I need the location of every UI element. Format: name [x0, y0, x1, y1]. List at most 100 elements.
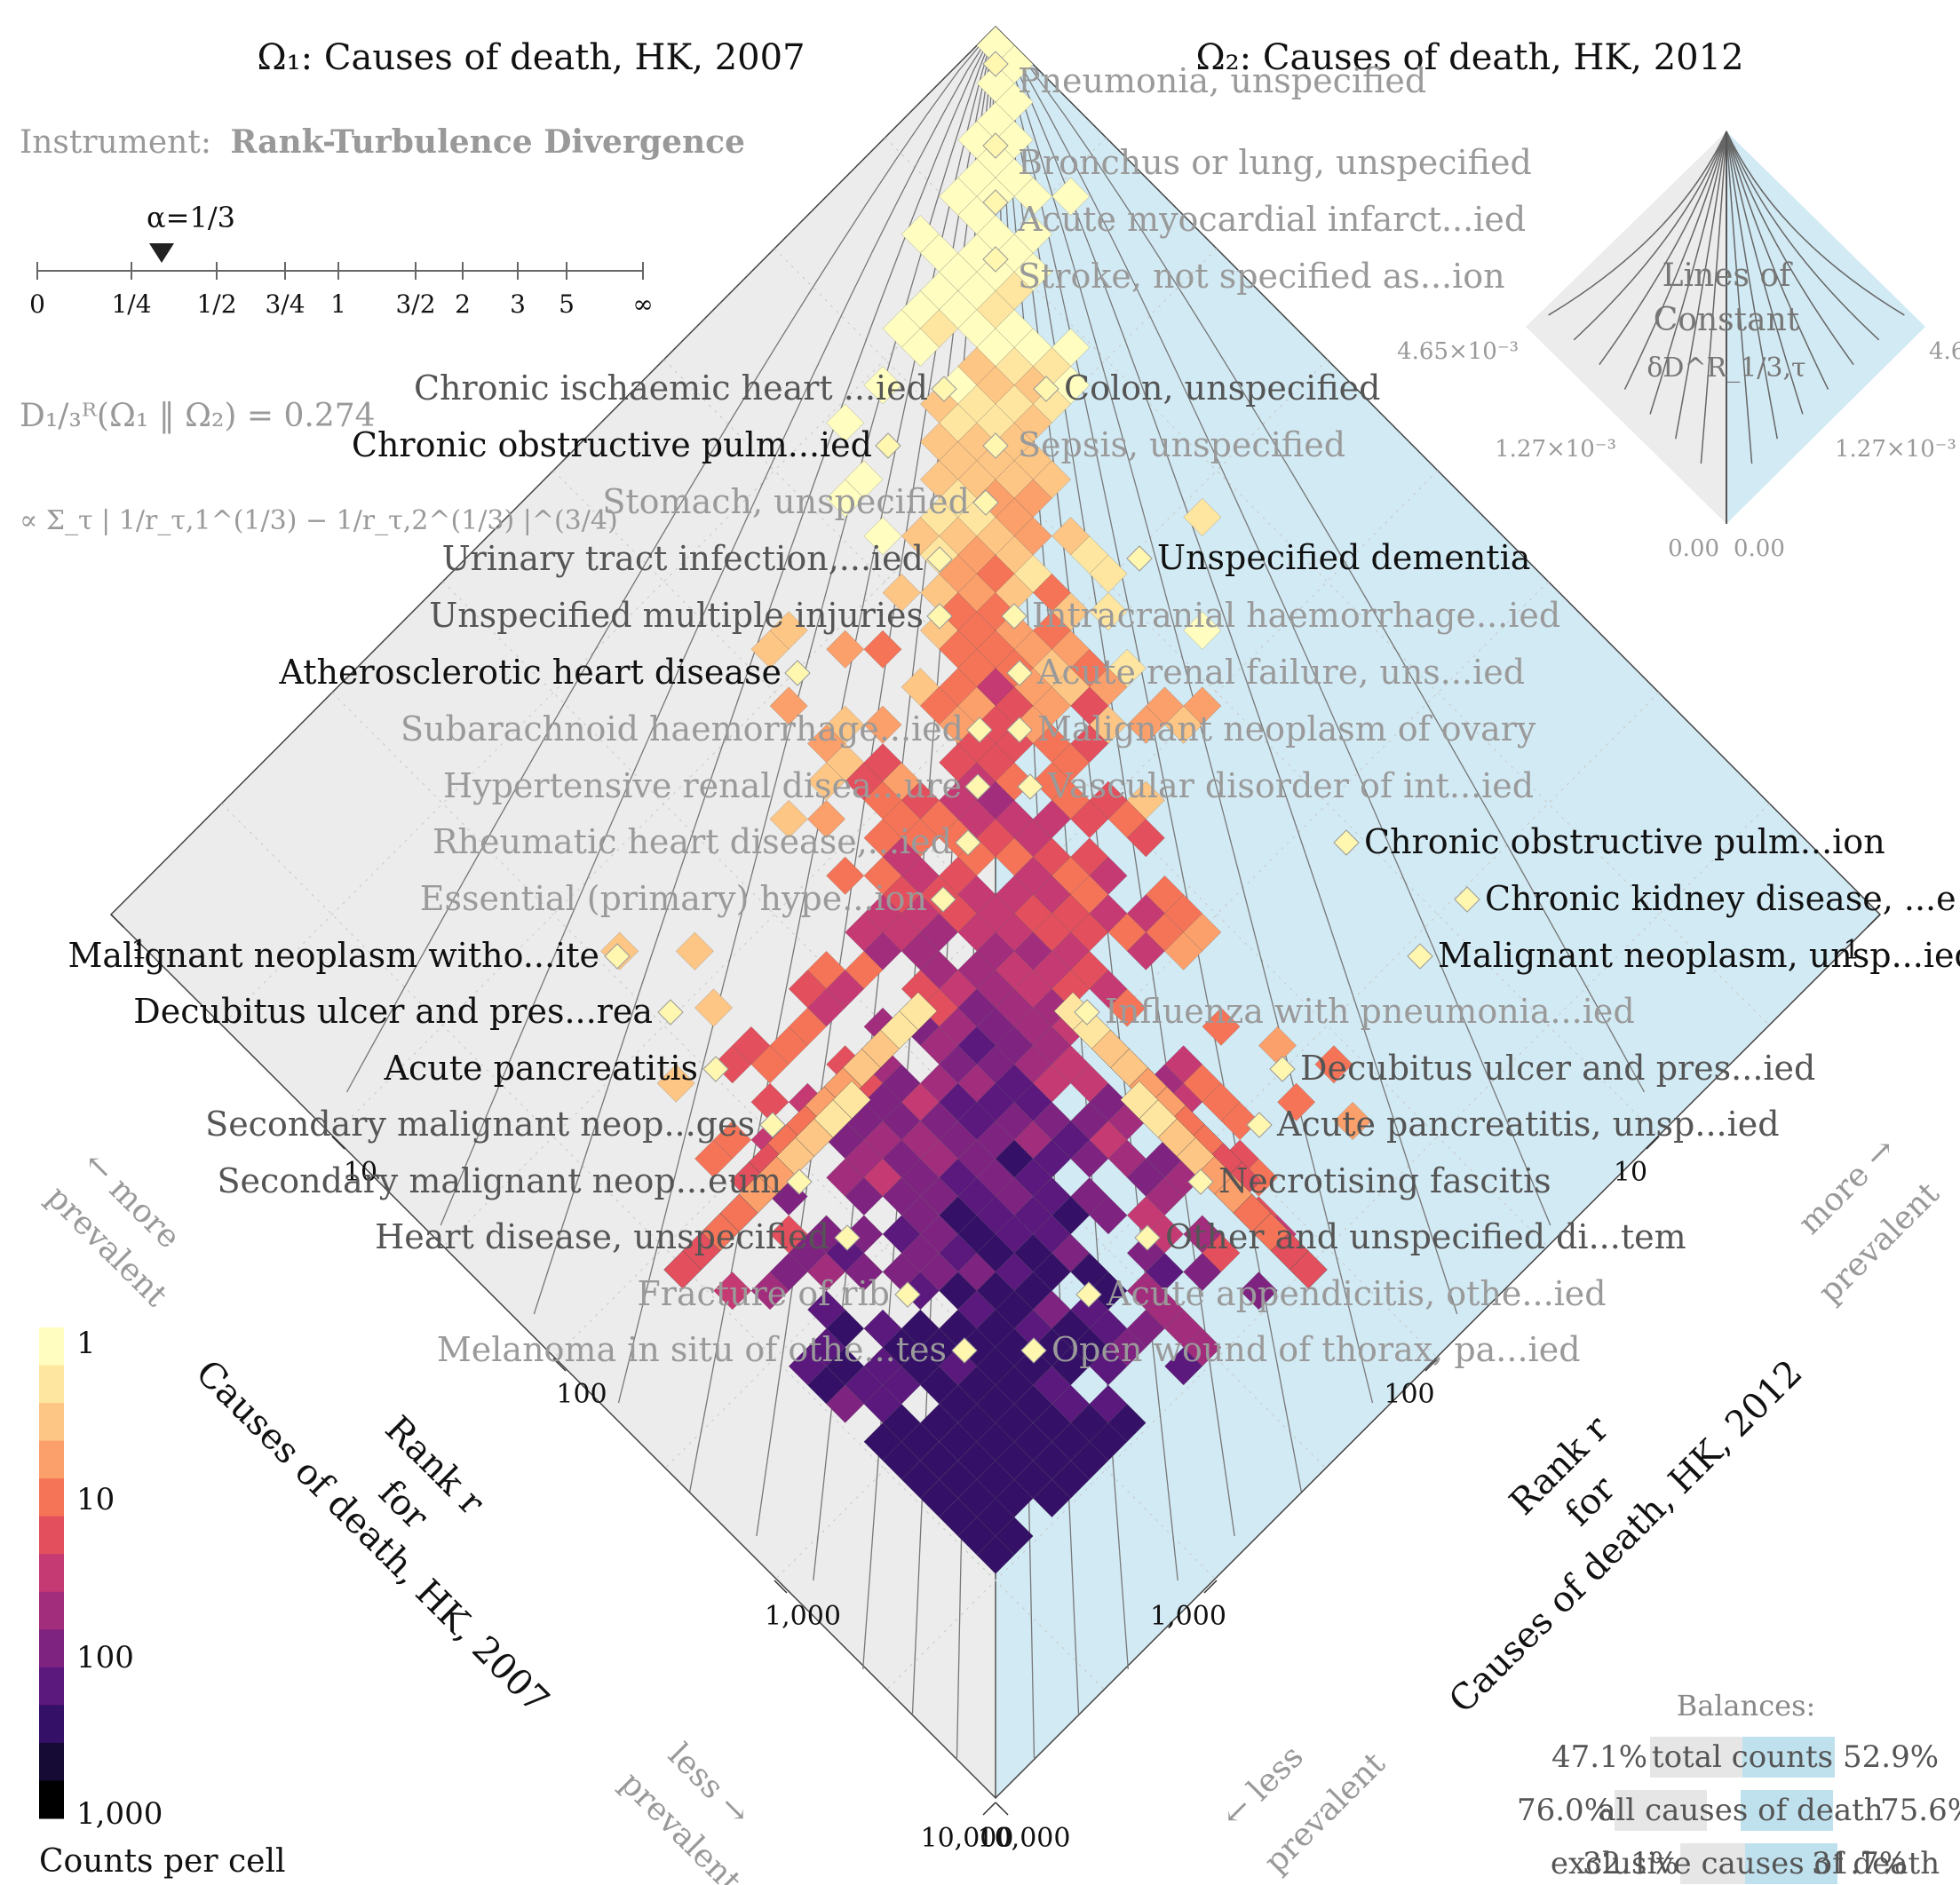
inset-label: 4.65×10⁻³	[1929, 338, 1960, 365]
right-axis-tick-label: 10	[344, 1157, 377, 1188]
histogram-cell	[882, 573, 921, 613]
diamond-border	[109, 25, 1882, 1800]
cause-marker-left	[759, 1112, 786, 1138]
cause-marker-right	[1333, 829, 1360, 856]
histogram-cell	[713, 1271, 752, 1311]
cause-label-left: Melanoma in situ of othe...tes	[437, 1330, 947, 1369]
balance-bar-left	[1615, 1790, 1707, 1831]
cause-label-right: Colon, unspecified	[1064, 368, 1380, 408]
grid-line	[552, 470, 1439, 1359]
inset-contour	[1726, 131, 1905, 316]
colorbar-swatch	[39, 1667, 64, 1706]
histogram-cell	[826, 1384, 865, 1423]
alpha-marker[interactable]	[149, 243, 174, 263]
cause-marker-left	[926, 546, 953, 573]
cause-marker-right	[1246, 1112, 1273, 1138]
histogram-cell	[1107, 988, 1147, 1027]
histogram-cell	[769, 686, 808, 725]
histogram-cell	[656, 1064, 695, 1103]
cause-marker-left	[604, 943, 631, 970]
cause-marker-left	[972, 489, 999, 516]
histogram-cell	[1164, 1347, 1203, 1386]
cause-marker-left	[784, 660, 811, 686]
grid-line	[442, 581, 1328, 1470]
histogram-cell	[1333, 1101, 1372, 1141]
cause-label-right: Unspecified dementia	[1157, 538, 1530, 577]
inset-contour	[1675, 131, 1727, 440]
left-axis-tick	[1867, 914, 1881, 928]
colorbar-swatch	[39, 1440, 64, 1479]
balances-panel: Balances: 47.1% total counts 52.9% 76.0%all …	[1517, 1689, 1960, 1884]
inset-contour	[1726, 131, 1804, 415]
colorbar-swatch	[39, 1365, 64, 1404]
inset-label: 1.27×10⁻³	[1495, 436, 1616, 463]
left-axis-tick-label: 10,000	[921, 1823, 1014, 1854]
cause-marker-right	[1269, 1056, 1296, 1082]
alpha-scale-ticks: 0 1/4 1/2 3/4 1 3/2 2 3 5 ∞	[29, 262, 654, 319]
alpha-tick-label: 1/2	[196, 289, 236, 319]
contour-line	[995, 26, 1551, 1226]
balance-label: exclusive causes of death	[1551, 1846, 1940, 1881]
right-axis-tick-label: 1	[131, 935, 147, 966]
cause-marker-right	[982, 432, 1009, 459]
histogram-cell	[1126, 705, 1165, 744]
histogram-cell	[1089, 1196, 1128, 1235]
right-axis-tick	[995, 1802, 1009, 1816]
cause-label-right: Acute appendicitis, othe...ied	[1106, 1274, 1607, 1313]
cause-label-left: Rheumatic heart disease,...ied	[432, 822, 952, 861]
alpha-tick-label: ∞	[632, 289, 653, 319]
cause-marker-left	[657, 999, 684, 1026]
colorbar-label: Counts per cell	[39, 1843, 285, 1880]
title-right: Ω₂: Causes of death, HK, 2012	[1195, 37, 1743, 78]
cause-marker-right	[1006, 660, 1033, 686]
cause-label-right: Other and unspecified di...tem	[1165, 1217, 1686, 1256]
inset-contour	[1573, 131, 1727, 341]
histogram-cell	[1202, 1007, 1241, 1046]
cause-label-right: Pneumonia, unspecified	[1018, 61, 1426, 100]
cause-marker-right	[1033, 376, 1059, 402]
axis-label-right: Causes of death, HK, 2012	[1441, 1352, 1811, 1722]
alpha-tick-label: 3/2	[395, 289, 435, 319]
alpha-label: α=1/3	[147, 201, 235, 234]
histogram-cell	[806, 799, 846, 839]
cause-marker-right	[982, 246, 1009, 273]
balance-left-value: 47.1%	[1551, 1739, 1647, 1775]
contour-line	[995, 26, 1458, 1315]
balance-bar-left	[1650, 1737, 1742, 1778]
cause-marker-left	[966, 717, 993, 743]
alpha-tick-label: 5	[559, 289, 575, 319]
inset-left-panel	[1526, 131, 1726, 524]
cause-marker-right	[982, 132, 1009, 159]
cause-marker-left	[951, 1337, 978, 1364]
cause-label-right: Stroke, not specified as...ion	[1018, 257, 1505, 296]
colorbar-tick-label: 1,000	[76, 1796, 163, 1832]
colorbar-swatch	[39, 1591, 64, 1630]
instrument-prefix: Instrument:	[20, 124, 211, 161]
divergence-value: D₁/₃ᴿ(Ω₁ ‖ Ω₂) = 0.274	[20, 398, 376, 434]
contour-line	[533, 26, 996, 1315]
balance-right-value: 31.7%	[1812, 1846, 1908, 1881]
inset-contour	[1726, 131, 1880, 341]
right-axis-tick	[552, 1358, 567, 1372]
cause-label-left: Heart disease, unspecified	[375, 1217, 829, 1256]
left-axis-tick-label: 1,000	[1150, 1601, 1226, 1632]
cause-label-right: Open wound of thorax, pa...ied	[1051, 1330, 1581, 1369]
grid-line	[774, 692, 1660, 1581]
histogram-cell	[1314, 1045, 1353, 1084]
axis-label-left: Causes of death, HK, 2007	[187, 1352, 557, 1722]
inset-title-line: δD^R_1/3,τ	[1647, 352, 1805, 384]
grid-line	[331, 692, 1218, 1581]
histogram-cell	[1089, 592, 1128, 631]
contour-line	[995, 26, 1302, 1493]
cause-label-right: Chronic obstructive pulm...ion	[1364, 822, 1885, 861]
cause-marker-right	[1020, 1337, 1047, 1364]
cause-marker-left	[930, 886, 956, 913]
left-axis-tick	[1203, 1580, 1218, 1594]
histogram-cell	[750, 1271, 790, 1311]
cause-labels-right: Pneumonia, unspecified Bronchus or lung, …	[982, 51, 1960, 1369]
histogram-cell	[1277, 1082, 1316, 1121]
balance-bar-right	[1741, 1790, 1833, 1831]
right-axis-tick	[331, 1136, 345, 1150]
cause-label-right: Necrotising fascitis	[1218, 1161, 1551, 1200]
